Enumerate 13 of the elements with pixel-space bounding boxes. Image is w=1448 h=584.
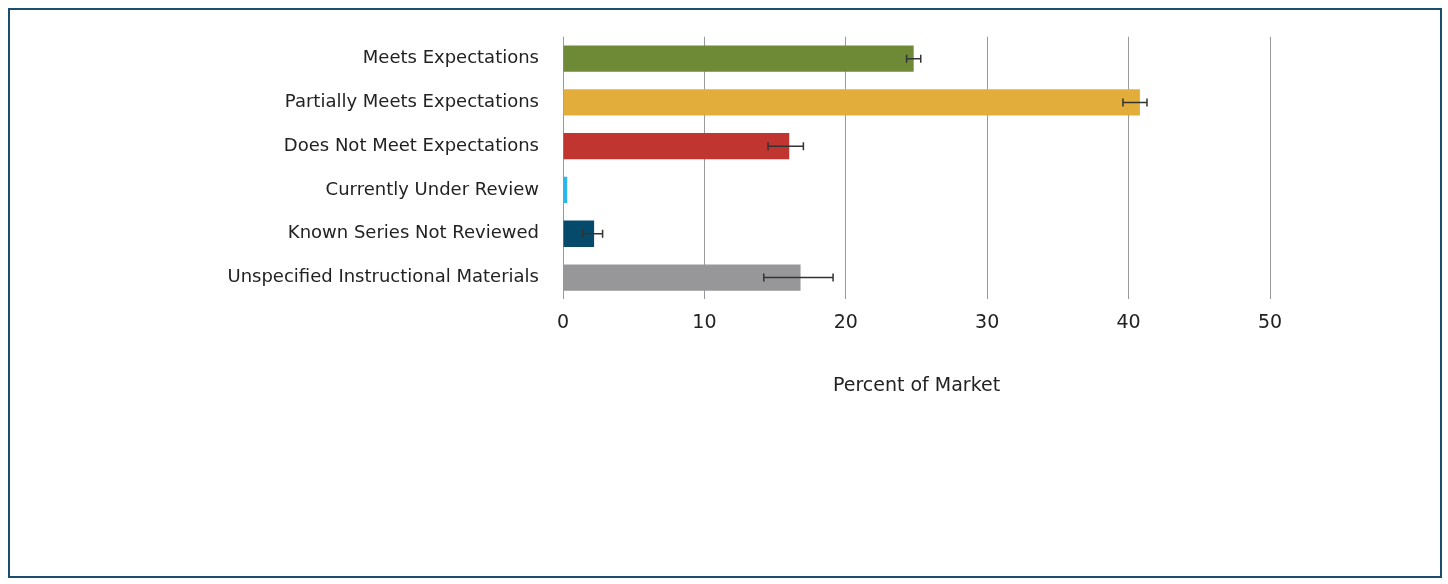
y-tick-label: Does Not Meet Expectations (283, 133, 539, 155)
x-tick-label: 50 (1257, 309, 1283, 332)
x-tick-label: 20 (833, 309, 858, 332)
y-tick-label: Meets Expectations (362, 46, 539, 68)
y-tick-label: Currently Under Review (325, 177, 539, 199)
y-tick-label: Unspecified Instructional Materials (227, 265, 539, 287)
y-tick-label: Known Series Not Reviewed (287, 221, 539, 243)
x-tick-label: 10 (692, 309, 717, 332)
x-axis-title: Percent of Market (832, 372, 1001, 395)
x-tick-label: 30 (975, 309, 1000, 332)
x-tick-label: 40 (1116, 309, 1141, 332)
x-tick-label: 0 (556, 309, 570, 332)
y-tick-label: Partially Meets Expectations (284, 90, 539, 112)
